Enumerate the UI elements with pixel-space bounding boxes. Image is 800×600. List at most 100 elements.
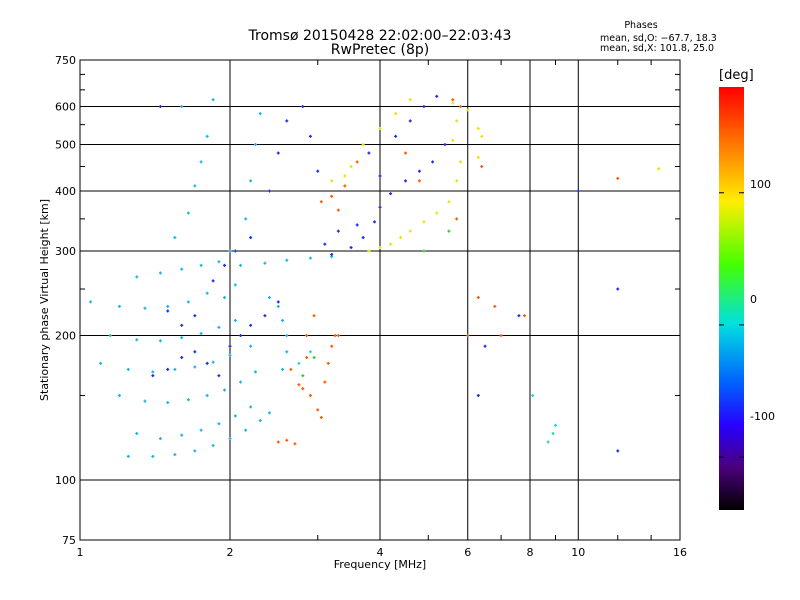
scatter-point <box>289 367 293 371</box>
scatter-point <box>267 296 271 300</box>
scatter-point <box>551 432 555 436</box>
x-tick-label: 1 <box>77 546 84 559</box>
scatter-point <box>223 263 227 267</box>
scatter-point <box>312 314 316 318</box>
scatter-point <box>244 217 248 221</box>
scatter-point <box>616 176 620 180</box>
scatter-point <box>455 119 459 123</box>
scatter-point <box>394 112 398 116</box>
scatter-point <box>408 229 412 233</box>
scatter-point <box>355 223 359 227</box>
scatter-point <box>239 334 243 338</box>
scatter-point <box>431 160 435 164</box>
scatter-point <box>126 367 130 371</box>
scatter-point <box>403 179 407 183</box>
scatter-point <box>233 318 237 322</box>
x-tick-label: 6 <box>464 546 471 559</box>
scatter-point <box>285 258 289 262</box>
scatter-point <box>263 261 267 265</box>
scatter-point <box>249 236 253 240</box>
scatter-point <box>228 249 232 253</box>
scatter-point <box>151 370 155 374</box>
scatter-point <box>499 334 503 338</box>
scatter-point <box>180 323 184 327</box>
scatter-point <box>117 304 121 308</box>
y-tick-label: 400 <box>55 185 76 198</box>
y-axis-label: Stationary phase Virtual Height [km] <box>38 199 51 401</box>
scatter-point <box>233 283 237 287</box>
phases-header: Phases <box>624 20 658 31</box>
scatter-point <box>276 300 280 304</box>
scatter-point <box>239 380 243 384</box>
scatter-point <box>108 334 112 338</box>
scatter-point <box>455 179 459 183</box>
scatter-point <box>361 143 365 147</box>
scatter-point <box>173 453 177 457</box>
scatter-point <box>546 440 550 444</box>
y-tick-label: 100 <box>55 474 76 487</box>
scatter-point <box>186 211 190 215</box>
scatter-point <box>417 179 421 183</box>
scatter-point <box>166 401 170 405</box>
x-tick-label: 10 <box>571 546 585 559</box>
scatter-point <box>211 279 215 283</box>
scatter-point <box>480 164 484 168</box>
scatter-point <box>217 325 221 329</box>
x-axis-label: Frequency [MHz] <box>334 558 426 571</box>
scatter-point <box>517 314 521 318</box>
scatter-point <box>180 336 184 340</box>
scatter-point <box>330 179 334 183</box>
colorbar-tick-minus100: -100 <box>750 410 775 423</box>
scatter-point <box>389 242 393 246</box>
scatter-point <box>531 394 535 398</box>
scatter-point <box>451 138 455 142</box>
scatter-point <box>616 287 620 291</box>
scatter-point <box>408 119 412 123</box>
scatter-point <box>443 143 447 147</box>
scatter-point <box>333 334 337 338</box>
scatter-point <box>301 374 305 378</box>
scatter-point <box>186 398 190 402</box>
scatter-point <box>217 260 221 264</box>
scatter-point <box>394 134 398 138</box>
scatter-point <box>158 105 162 109</box>
x-tick-label: 16 <box>673 546 687 559</box>
scatter-point <box>553 423 557 427</box>
scatter-point <box>417 169 421 173</box>
scatter-point <box>199 263 203 267</box>
chart-title: Tromsø 20150428 22:02:00–22:03:43 <box>248 28 512 44</box>
x-tick-label: 8 <box>527 546 534 559</box>
scatter-point <box>143 399 147 403</box>
scatter-point <box>205 134 209 138</box>
scatter-point <box>193 184 197 188</box>
scatter-point <box>233 414 237 418</box>
scatter-point <box>422 105 426 109</box>
scatter-point <box>135 338 139 342</box>
scatter-point <box>99 361 103 365</box>
scatter-point <box>180 105 184 109</box>
scatter-point <box>263 314 267 318</box>
scatter-point <box>466 334 470 338</box>
scatter-point <box>297 383 301 387</box>
scatter-point <box>319 415 323 419</box>
scatter-point <box>308 134 312 138</box>
scatter-point <box>305 355 309 359</box>
scatter-point <box>199 331 203 335</box>
scatter-point <box>323 242 327 246</box>
scatter-point <box>389 192 393 196</box>
scatter-point <box>349 164 353 168</box>
scatter-point <box>466 108 470 112</box>
scatter-point <box>285 350 289 354</box>
scatter-point <box>281 318 285 322</box>
scatter-point <box>158 271 162 275</box>
scatter-point <box>249 405 253 409</box>
scatter-point <box>476 296 480 300</box>
scatter-point <box>285 119 289 123</box>
colorbar <box>719 87 744 510</box>
scatter-point <box>316 408 320 412</box>
scatter-point <box>378 246 382 250</box>
phases-o-stats: mean, sd,O: −67.7, 18.3 <box>600 33 717 44</box>
scatter-point <box>330 253 334 257</box>
scatter-point <box>217 422 221 426</box>
scatter-point <box>422 220 426 224</box>
